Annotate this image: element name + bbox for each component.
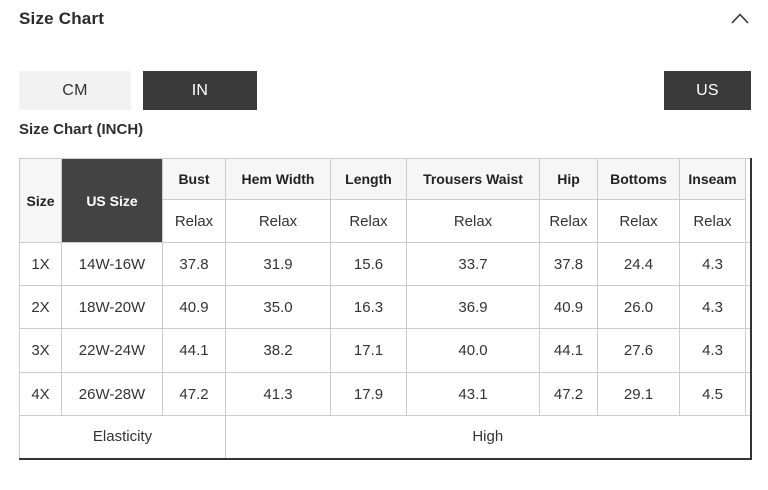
measurement-cell: 37.8 bbox=[162, 242, 226, 286]
measurement-cell: 17.9 bbox=[330, 372, 407, 416]
measurement-cell: 26.0 bbox=[597, 285, 680, 329]
measurement-cell: 4.5 bbox=[679, 372, 746, 416]
fit-type-cell: Relax bbox=[597, 199, 680, 243]
measurement-cell: 4.3 bbox=[679, 285, 746, 329]
measurement-cell: 17.1 bbox=[330, 328, 407, 373]
fit-type-row: Relax Relax Relax Relax Relax Relax Relax bbox=[20, 199, 751, 243]
measurement-cell: 47.2 bbox=[539, 372, 598, 416]
column-header-row: Size US Size Bust Hem Width Length Trousers W… bbox=[19, 158, 751, 243]
size-table-row: 2X 18W-20W 40.9 35.0 16.3 36.9 40.9 26.0 4.3 bbox=[19, 285, 751, 329]
filler-cell bbox=[745, 242, 751, 286]
size-cell: 2X bbox=[19, 285, 62, 329]
elasticity-row: Elasticity High bbox=[19, 415, 751, 459]
fit-type-cell: Relax bbox=[679, 199, 746, 243]
panel-title: Size Chart bbox=[19, 9, 105, 28]
unit-toggle-cm-button[interactable]: CM bbox=[19, 71, 131, 110]
elasticity-value-cell: High bbox=[225, 415, 751, 459]
measurement-cell: 40.0 bbox=[406, 328, 540, 373]
measurement-cell: 40.9 bbox=[162, 285, 226, 329]
unit-toggle-in-button[interactable]: IN bbox=[143, 71, 257, 110]
measurement-cell: 43.1 bbox=[406, 372, 540, 416]
size-table-head: Size US Size Bust Hem Width Length Trousers W… bbox=[19, 158, 751, 243]
measurement-cell: 38.2 bbox=[225, 328, 331, 373]
size-table-container: Size US Size Bust Hem Width Length Trousers W… bbox=[19, 158, 752, 460]
size-cell: 1X bbox=[19, 242, 62, 286]
measurement-cell: 27.6 bbox=[597, 328, 680, 373]
measure-column-header: Inseam bbox=[679, 158, 746, 200]
measure-column-header: Hem Width bbox=[225, 158, 331, 200]
region-toggle-us-button[interactable]: US bbox=[664, 71, 751, 110]
measurement-cell: 4.3 bbox=[679, 328, 746, 373]
measurement-cell: 44.1 bbox=[539, 328, 598, 373]
measurement-cell: 16.3 bbox=[330, 285, 407, 329]
measurement-cell: 33.7 bbox=[406, 242, 540, 286]
fit-type-cell: Relax bbox=[225, 199, 331, 243]
measurement-cell: 44.1 bbox=[162, 328, 226, 373]
measurement-cell: 41.3 bbox=[225, 372, 331, 416]
size-table: Size US Size Bust Hem Width Length Trousers W… bbox=[19, 158, 752, 460]
measurement-cell: 35.0 bbox=[225, 285, 331, 329]
us-size-cell: 22W-24W bbox=[61, 328, 163, 373]
size-table-body: 1X 14W-16W 37.8 31.9 15.6 33.7 37.8 24.4 4.3 2X 18… bbox=[19, 242, 751, 416]
us-size-cell: 14W-16W bbox=[61, 242, 163, 286]
filler-cell bbox=[745, 285, 751, 329]
chevron-up-icon bbox=[730, 12, 750, 25]
size-table-row: 4X 26W-28W 47.2 41.3 17.9 43.1 47.2 29.1 4.5 bbox=[19, 372, 751, 416]
measurement-cell: 15.6 bbox=[330, 242, 407, 286]
measurement-cell: 47.2 bbox=[162, 372, 226, 416]
fit-type-cell: Relax bbox=[406, 199, 540, 243]
fit-type-cell: Relax bbox=[330, 199, 407, 243]
size-table-row: 1X 14W-16W 37.8 31.9 15.6 33.7 37.8 24.4 4.3 bbox=[19, 242, 751, 286]
size-column-header: Size bbox=[19, 158, 62, 243]
collapse-panel-button[interactable] bbox=[728, 9, 752, 27]
measurement-cell: 36.9 bbox=[406, 285, 540, 329]
elasticity-label-cell: Elasticity bbox=[19, 415, 226, 459]
toggle-spacer bbox=[257, 71, 664, 110]
measurement-cell: 24.4 bbox=[597, 242, 680, 286]
measurement-cell: 31.9 bbox=[225, 242, 331, 286]
size-table-title: Size Chart (INCH) bbox=[19, 121, 144, 138]
measurement-cell: 4.3 bbox=[679, 242, 746, 286]
size-table-row: 3X 22W-24W 44.1 38.2 17.1 40.0 44.1 27.6 4.3 bbox=[19, 328, 751, 373]
unit-region-toggle-row: CM IN US bbox=[19, 71, 751, 110]
us-size-cell: 26W-28W bbox=[61, 372, 163, 416]
measure-column-header: Bust bbox=[162, 158, 226, 200]
measurement-cell: 40.9 bbox=[539, 285, 598, 329]
fit-type-cell: Relax bbox=[539, 199, 598, 243]
filler-cell bbox=[745, 328, 751, 373]
filler-cell bbox=[745, 372, 751, 416]
us-size-column-header: US Size bbox=[61, 158, 163, 243]
measure-column-header: Bottoms bbox=[597, 158, 680, 200]
measure-column-header: Hip bbox=[539, 158, 598, 200]
measure-column-header: Trousers Waist bbox=[406, 158, 540, 200]
size-cell: 3X bbox=[19, 328, 62, 373]
fit-type-cell: Relax bbox=[162, 199, 226, 243]
measure-column-header: Length bbox=[330, 158, 407, 200]
size-cell: 4X bbox=[19, 372, 62, 416]
measurement-cell: 29.1 bbox=[597, 372, 680, 416]
size-table-foot: Elasticity High bbox=[19, 415, 751, 459]
us-size-cell: 18W-20W bbox=[61, 285, 163, 329]
measurement-cell: 37.8 bbox=[539, 242, 598, 286]
clipped-column-sliver bbox=[745, 158, 751, 243]
